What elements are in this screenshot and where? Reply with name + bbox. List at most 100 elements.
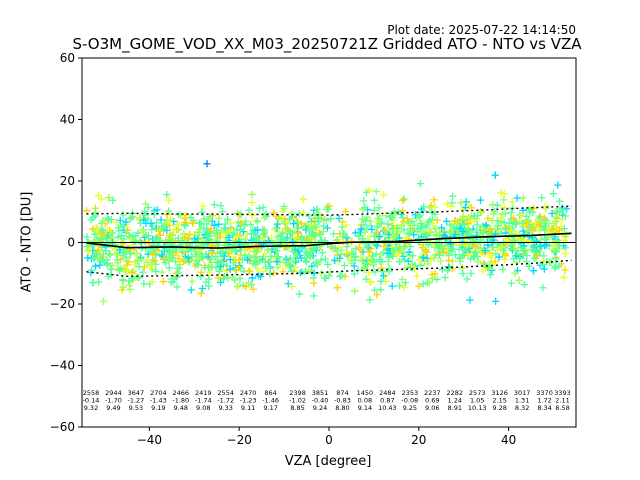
bin-stat-label: -0.40 xyxy=(312,397,329,405)
data-point xyxy=(305,212,313,220)
data-point xyxy=(245,278,253,287)
data-point xyxy=(505,219,513,227)
data-point xyxy=(253,217,262,225)
data-point xyxy=(233,226,241,234)
data-point xyxy=(271,225,279,233)
data-point xyxy=(294,229,303,237)
data-point xyxy=(92,251,100,259)
data-point xyxy=(99,217,107,225)
data-point xyxy=(142,232,150,240)
data-point xyxy=(558,216,566,224)
data-point xyxy=(299,195,308,203)
data-point xyxy=(188,277,196,285)
data-point xyxy=(329,230,338,238)
data-point xyxy=(389,232,397,241)
data-point xyxy=(256,257,264,265)
bin-stat-label: 0.87 xyxy=(380,397,394,405)
data-point xyxy=(559,206,567,214)
data-point xyxy=(156,237,164,245)
data-point xyxy=(339,229,347,238)
data-point xyxy=(249,285,257,293)
data-point xyxy=(474,258,482,266)
data-point xyxy=(382,212,390,220)
bin-stat-label: 9.11 xyxy=(241,404,255,412)
data-point xyxy=(197,289,205,297)
data-point xyxy=(321,255,330,263)
data-point xyxy=(302,258,311,266)
data-point xyxy=(254,265,262,273)
data-point xyxy=(373,241,381,250)
y-tick-label: −40 xyxy=(50,359,75,373)
data-point xyxy=(272,213,281,221)
data-point xyxy=(159,277,167,286)
bin-stat-label: 2419 xyxy=(195,389,212,397)
data-point xyxy=(360,265,369,274)
data-point xyxy=(198,208,206,216)
scatter-points xyxy=(83,160,571,305)
data-point xyxy=(198,253,206,261)
data-point xyxy=(419,254,427,262)
data-point xyxy=(124,226,132,234)
data-point xyxy=(226,265,234,274)
x-tick-label: −40 xyxy=(137,433,162,447)
data-point xyxy=(281,262,289,270)
data-point xyxy=(277,213,286,222)
data-point xyxy=(529,267,538,275)
bin-stat-label: 3370 xyxy=(536,389,553,397)
data-point xyxy=(260,230,268,238)
data-point xyxy=(476,226,484,234)
bin-stat-label: 9.49 xyxy=(106,404,120,412)
data-point xyxy=(270,209,278,217)
data-point xyxy=(227,219,235,227)
data-point xyxy=(525,262,533,270)
data-point xyxy=(376,257,384,265)
data-point xyxy=(102,247,110,255)
data-point xyxy=(416,180,424,188)
data-point xyxy=(174,221,182,229)
data-point xyxy=(342,221,350,229)
data-point xyxy=(423,254,431,263)
data-point xyxy=(125,258,133,266)
y-tick-label: 40 xyxy=(60,113,75,127)
data-point xyxy=(255,204,263,212)
data-point xyxy=(361,228,369,236)
data-point xyxy=(232,256,240,265)
data-point xyxy=(463,275,471,283)
data-point xyxy=(507,245,516,253)
data-point xyxy=(106,251,114,259)
data-point xyxy=(242,217,250,225)
bin-stat-label: 2353 xyxy=(402,389,419,397)
bin-stat-label: 3647 xyxy=(128,389,145,397)
data-point xyxy=(409,252,417,260)
data-point xyxy=(221,220,229,228)
data-point xyxy=(301,254,309,262)
data-point xyxy=(241,220,249,229)
bin-stat-label: 864 xyxy=(264,389,276,397)
data-point xyxy=(312,259,320,267)
data-point xyxy=(175,255,183,263)
data-point xyxy=(313,226,322,234)
data-point xyxy=(485,265,493,273)
data-point xyxy=(95,246,103,254)
data-point xyxy=(461,203,469,212)
data-point xyxy=(494,240,502,248)
data-point xyxy=(273,258,281,266)
data-point xyxy=(554,181,562,189)
data-point xyxy=(200,215,208,223)
bin-stat-label: 8.32 xyxy=(515,404,529,412)
data-point xyxy=(555,262,563,270)
bin-stat-label: 2466 xyxy=(173,389,190,397)
data-point xyxy=(105,216,113,224)
data-point xyxy=(330,256,339,264)
data-point xyxy=(536,212,544,220)
data-point xyxy=(141,211,149,219)
data-point xyxy=(210,221,219,229)
data-point xyxy=(184,254,192,262)
data-point xyxy=(96,257,104,265)
data-point xyxy=(343,234,351,242)
data-point xyxy=(154,242,162,250)
data-point xyxy=(149,251,157,259)
data-point xyxy=(431,203,439,211)
data-point xyxy=(561,212,570,220)
data-point xyxy=(229,231,237,239)
